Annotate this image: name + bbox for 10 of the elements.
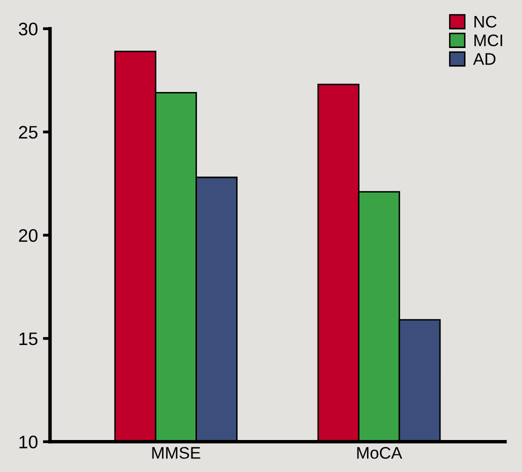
x-tick-label: MMSE (152, 447, 200, 459)
y-tick-label: 25 (19, 126, 38, 139)
y-tick-label: 15 (19, 332, 38, 346)
y-tick-label: 10 (19, 436, 38, 448)
legend-label: MCI (474, 34, 502, 46)
y-tick-label: 20 (19, 229, 38, 242)
y-tick-label: 30 (18, 22, 38, 36)
legend-label: NC (474, 16, 497, 28)
legend-label: AD (473, 53, 496, 65)
x-tick-label: MoCA (357, 447, 402, 459)
